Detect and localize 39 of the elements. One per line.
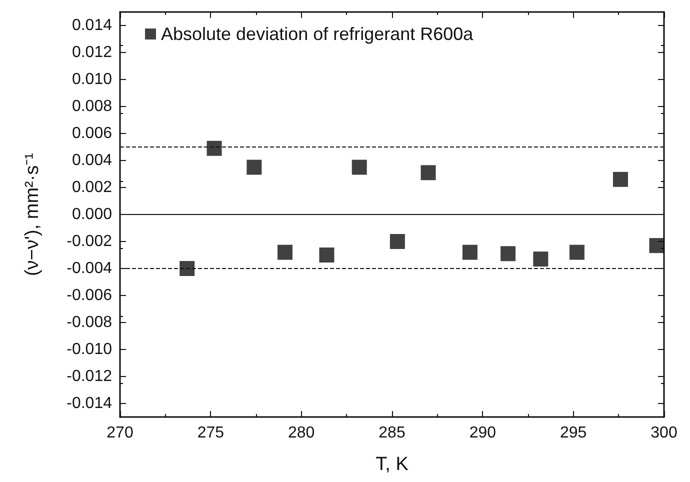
point xyxy=(390,234,405,249)
x-axis-title: T, K xyxy=(376,454,409,475)
y-tick-label: 0.002 xyxy=(72,179,112,196)
y-tick-label: -0.012 xyxy=(66,368,112,385)
point xyxy=(649,238,664,254)
point xyxy=(462,244,478,260)
point xyxy=(352,160,367,175)
y-tick-label: 0.000 xyxy=(72,206,112,223)
y-tick-label: 0.008 xyxy=(72,98,112,115)
y-tick-label: -0.006 xyxy=(66,287,112,304)
point xyxy=(180,261,195,276)
x-tick-label: 290 xyxy=(469,424,496,442)
x-tick-label: 270 xyxy=(106,424,134,442)
point xyxy=(612,172,628,187)
x-tick-label: 285 xyxy=(378,424,406,442)
x-tick-label: 280 xyxy=(288,424,315,442)
legend-label: Absolute deviation of refrigerant R600a xyxy=(161,24,474,44)
y-tick-label: -0.014 xyxy=(66,395,112,412)
point xyxy=(500,246,516,262)
y-tick-label: -0.002 xyxy=(66,233,112,250)
x-tick-label: 275 xyxy=(197,424,224,442)
point xyxy=(278,244,293,260)
point xyxy=(206,140,222,156)
y-tick-label: 0.010 xyxy=(72,71,112,88)
x-tick-label: 300 xyxy=(650,424,678,442)
y-axis-title: (ν−ν'), mm²·s⁻¹ xyxy=(22,152,43,276)
y-tick-label: 0.004 xyxy=(72,152,112,169)
point xyxy=(319,248,334,262)
y-tick-label: -0.004 xyxy=(66,260,112,277)
y-tick-label: 0.006 xyxy=(72,125,112,142)
y-tick-label: -0.008 xyxy=(66,314,112,331)
point xyxy=(569,244,584,260)
x-tick-label: 295 xyxy=(560,424,587,442)
point xyxy=(420,165,436,180)
y-tick-label: 0.014 xyxy=(72,17,112,34)
y-tick-label: 0.012 xyxy=(72,44,112,61)
point xyxy=(246,160,262,175)
y-tick-label: -0.010 xyxy=(66,341,112,358)
point xyxy=(533,252,548,267)
